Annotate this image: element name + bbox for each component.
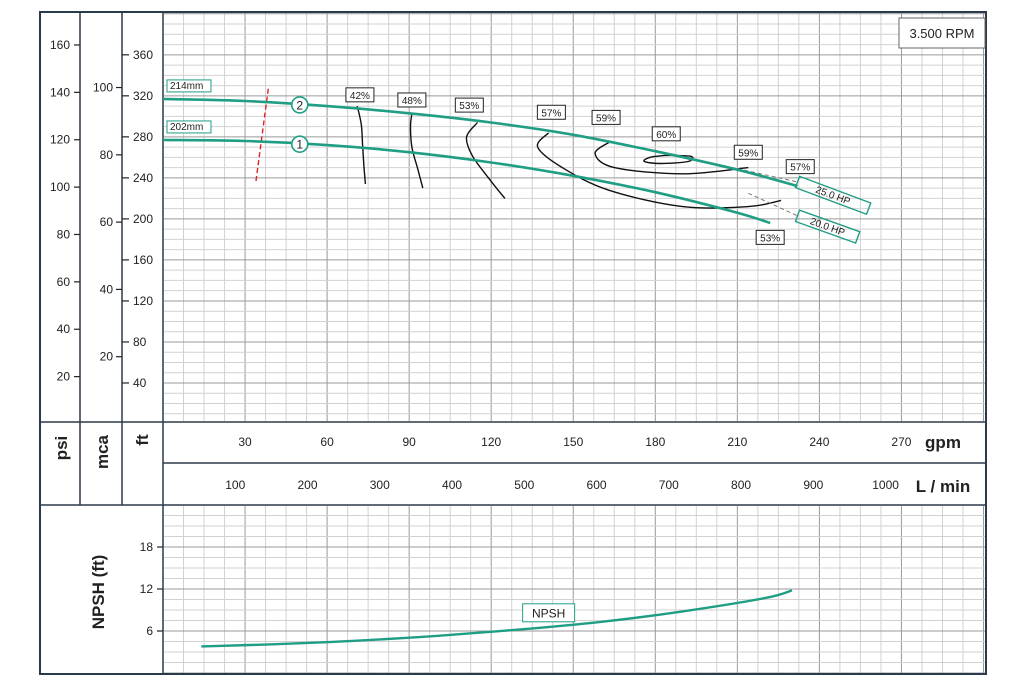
- efficiency-label: 57%: [790, 163, 810, 174]
- mca-unit-label: mca: [93, 434, 112, 469]
- efficiency-line-53pct: [465, 122, 506, 199]
- psi-tick-label: 100: [50, 180, 70, 194]
- y-tick-label: 120: [133, 294, 153, 308]
- impeller-marker-label: 1: [296, 138, 303, 152]
- efficiency-label: 53%: [760, 233, 780, 244]
- x-tick-label: 150: [563, 435, 583, 449]
- npsh-tick-label: 6: [146, 624, 153, 638]
- lmin-unit-label: L / min: [916, 477, 970, 496]
- efficiency-line-57pct: [536, 132, 782, 209]
- efficiency-label-box: [397, 92, 427, 108]
- x2-tick-label: 200: [298, 478, 318, 492]
- x2-tick-label: 500: [514, 478, 534, 492]
- psi-tick-label: 160: [50, 38, 70, 52]
- efficiency-label: 42%: [350, 91, 370, 102]
- x-tick-label: 210: [727, 435, 747, 449]
- x-tick-label: 120: [481, 435, 501, 449]
- npsh-tick-label: 12: [140, 582, 154, 596]
- head-curve-214mm: [162, 97, 798, 188]
- y-tick-label: 240: [133, 171, 153, 185]
- ft-unit-label: ft: [133, 434, 152, 446]
- npsh-chart-grid: [162, 506, 985, 674]
- speed-label: 3.500 RPM: [909, 26, 974, 41]
- psi-tick-label: 40: [57, 322, 71, 336]
- x-tick-label: 90: [402, 435, 416, 449]
- impeller-marker-label: 2: [296, 98, 303, 112]
- x-tick-label: 180: [645, 435, 665, 449]
- power-line-dash: [748, 192, 798, 217]
- efficiency-label-box: [755, 229, 785, 245]
- x2-tick-label: 300: [370, 478, 390, 492]
- gpm-unit-label: gpm: [925, 433, 961, 452]
- diameter-label-box: [166, 120, 212, 134]
- x2-tick-label: 900: [803, 478, 823, 492]
- y-tick-label: 280: [133, 130, 153, 144]
- x2-tick-label: 800: [731, 478, 751, 492]
- efficiency-label-box: [536, 104, 566, 120]
- x2-tick-label: 100: [225, 478, 245, 492]
- efficiency-label: 60%: [656, 130, 676, 141]
- efficiency-label: 59%: [596, 113, 616, 124]
- impeller-marker: [290, 135, 309, 154]
- npsh-label-box: [522, 603, 576, 623]
- x2-tick-label: 1000: [872, 478, 899, 492]
- psi-unit-label: psi: [52, 436, 71, 461]
- x2-tick-label: 700: [659, 478, 679, 492]
- power-line-band: [794, 209, 861, 244]
- head-curve-202mm: [162, 138, 771, 225]
- y-tick-label: 200: [133, 212, 153, 226]
- diameter-label: 214mm: [170, 81, 203, 92]
- psi-tick-label: 60: [57, 275, 71, 289]
- npsh-tick-label: 18: [140, 540, 154, 554]
- efficiency-label: 53%: [459, 101, 479, 112]
- efficiency-label-box: [733, 144, 763, 160]
- psi-tick-label: 120: [50, 133, 70, 147]
- efficiency-label: 57%: [541, 108, 561, 119]
- psi-tick-label: 140: [50, 85, 70, 99]
- efficiency-line-42pct: [356, 105, 367, 185]
- x-tick-label: 270: [891, 435, 911, 449]
- x-tick-label: 30: [238, 435, 252, 449]
- npsh-curve: [201, 589, 793, 648]
- diameter-label: 202mm: [170, 122, 203, 133]
- efficiency-line-48pct: [409, 113, 424, 189]
- efficiency-label-box: [651, 126, 681, 142]
- power-line-band: [794, 175, 872, 216]
- npsh-series-label: NPSH: [532, 606, 565, 620]
- efficiency-line-60pct: [643, 154, 694, 165]
- efficiency-label-box: [591, 109, 621, 125]
- efficiency-label: 48%: [402, 96, 422, 107]
- mca-tick-label: 20: [100, 350, 114, 364]
- outer-frame: [39, 11, 987, 675]
- efficiency-label: 59%: [738, 148, 758, 159]
- efficiency-label-box: [345, 87, 375, 103]
- y-tick-label: 360: [133, 48, 153, 62]
- efficiency-line-59pct: [594, 140, 749, 175]
- x2-tick-label: 600: [587, 478, 607, 492]
- diameter-label-box: [166, 79, 212, 93]
- psi-tick-label: 20: [57, 370, 71, 384]
- y-tick-label: 320: [133, 89, 153, 103]
- x2-tick-label: 400: [442, 478, 462, 492]
- power-line-dash: [723, 165, 798, 183]
- head-chart-grid: [162, 13, 985, 421]
- speed-label-box: [898, 17, 986, 49]
- efficiency-label-box: [454, 97, 484, 113]
- mca-tick-label: 100: [93, 81, 113, 95]
- psi-tick-label: 80: [57, 227, 71, 241]
- y-tick-label: 40: [133, 376, 147, 390]
- impeller-marker: [290, 96, 309, 114]
- x-tick-label: 240: [809, 435, 829, 449]
- y-tick-label: 80: [133, 335, 147, 349]
- mca-tick-label: 60: [100, 215, 114, 229]
- x-tick-label: 60: [320, 435, 334, 449]
- mca-tick-label: 40: [100, 282, 114, 296]
- mca-tick-label: 80: [100, 148, 114, 162]
- y-tick-label: 160: [133, 253, 153, 267]
- npsh-unit-label: NPSH (ft): [89, 555, 108, 630]
- efficiency-label-box: [785, 159, 815, 175]
